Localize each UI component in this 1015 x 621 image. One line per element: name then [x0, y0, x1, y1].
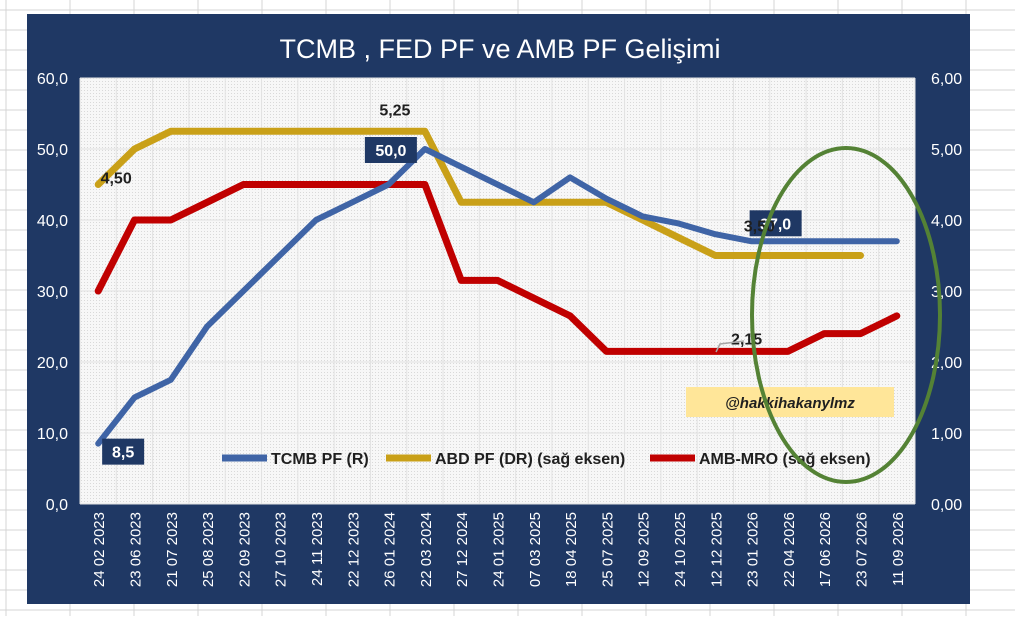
- left-axis-tick-label: 40,0: [37, 213, 68, 230]
- x-axis-tick-label: 18 04 2025: [563, 512, 580, 587]
- right-axis-tick-label: 5,00: [931, 142, 962, 159]
- data-label: 5,25: [379, 102, 410, 119]
- left-axis-tick-label: 0,0: [46, 497, 68, 514]
- x-axis-tick-label: 22 12 2023: [345, 512, 362, 587]
- x-axis-tick-label: 27 10 2023: [273, 512, 290, 587]
- watermark-box: [686, 387, 894, 417]
- legend: TCMB PF (R) ABD PF (DR) (sağ eksen) AMB-MR…: [222, 451, 871, 468]
- leader-line: [715, 340, 745, 353]
- x-axis-tick-label: 24 10 2025: [672, 512, 689, 587]
- x-axis: 24 02 2023 23 06 2023 21 07 2023 25 08 2023…: [91, 512, 907, 587]
- x-axis-tick-label: 24 01 2025: [491, 512, 508, 587]
- data-label-box: [749, 210, 802, 237]
- data-label-box: [102, 438, 145, 465]
- legend-label: AMB-MRO (sağ eksen): [699, 451, 871, 468]
- left-axis-tick-label: 60,0: [37, 71, 68, 88]
- x-axis-tick-label: 12 12 2025: [708, 512, 725, 587]
- data-label: 4,50: [101, 171, 132, 188]
- left-axis: 0,0 10,0 20,0 30,0 40,0 50,0 60,0: [37, 71, 68, 514]
- watermark-text: @hakkihakanylmz: [725, 395, 855, 412]
- right-axis-tick-label: 6,00: [931, 71, 962, 88]
- x-axis-tick-label: 24 02 2023: [91, 512, 108, 587]
- chart-title: TCMB , FED PF ve AMB PF Gelişimi: [279, 34, 720, 64]
- right-axis-tick-label: 2,00: [931, 355, 962, 372]
- gridlines: [79, 77, 916, 505]
- x-axis-tick-label: 12 09 2025: [636, 512, 653, 587]
- x-axis-tick-label: 22 03 2024: [418, 512, 435, 587]
- x-axis-tick-label: 21 07 2023: [164, 512, 181, 587]
- series-line-amb: [94, 181, 901, 355]
- data-label: 2,15: [731, 331, 762, 348]
- x-axis-tick-label: 11 09 2026: [890, 512, 907, 586]
- highlight-ellipse: [750, 146, 942, 484]
- series-line-abd: [94, 127, 864, 259]
- left-axis-tick-label: 50,0: [37, 142, 68, 159]
- x-axis-tick-label: 22 04 2026: [781, 512, 798, 587]
- x-axis-tick-label: 23 07 2026: [854, 512, 871, 587]
- x-axis-tick-label: 24 11 2023: [309, 512, 326, 586]
- data-label: 50,0: [375, 143, 406, 160]
- left-axis-tick-label: 10,0: [37, 426, 68, 443]
- left-axis-tick-label: 30,0: [37, 284, 68, 301]
- x-axis-tick-label: 07 03 2025: [527, 512, 544, 587]
- x-axis-tick-label: 25 08 2023: [200, 512, 217, 587]
- right-axis-tick-label: 0,00: [931, 497, 962, 514]
- right-axis-tick-label: 4,00: [931, 213, 962, 230]
- right-axis-tick-label: 3,00: [931, 284, 962, 301]
- x-axis-tick-label: 27 12 2024: [454, 512, 471, 587]
- right-axis: 0,00 1,00 2,00 3,00 4,00 5,00 6,00: [931, 71, 962, 514]
- right-axis-tick-label: 1,00: [931, 426, 962, 443]
- x-axis-tick-label: 23 01 2026: [745, 512, 762, 587]
- x-axis-tick-label: 23 06 2023: [127, 512, 144, 587]
- x-axis-tick-label: 17 06 2026: [817, 512, 834, 587]
- data-label: 8,5: [112, 445, 134, 462]
- data-label-box: [364, 137, 417, 163]
- left-axis-tick-label: 20,0: [37, 355, 68, 372]
- x-axis-tick-label: 26 01 2024: [382, 512, 399, 587]
- x-axis-tick-label: 22 09 2023: [236, 512, 253, 587]
- legend-label: TCMB PF (R): [271, 451, 369, 468]
- x-axis-tick-label: 25 07 2025: [599, 512, 616, 587]
- legend-label: ABD PF (DR) (sağ eksen): [435, 451, 625, 468]
